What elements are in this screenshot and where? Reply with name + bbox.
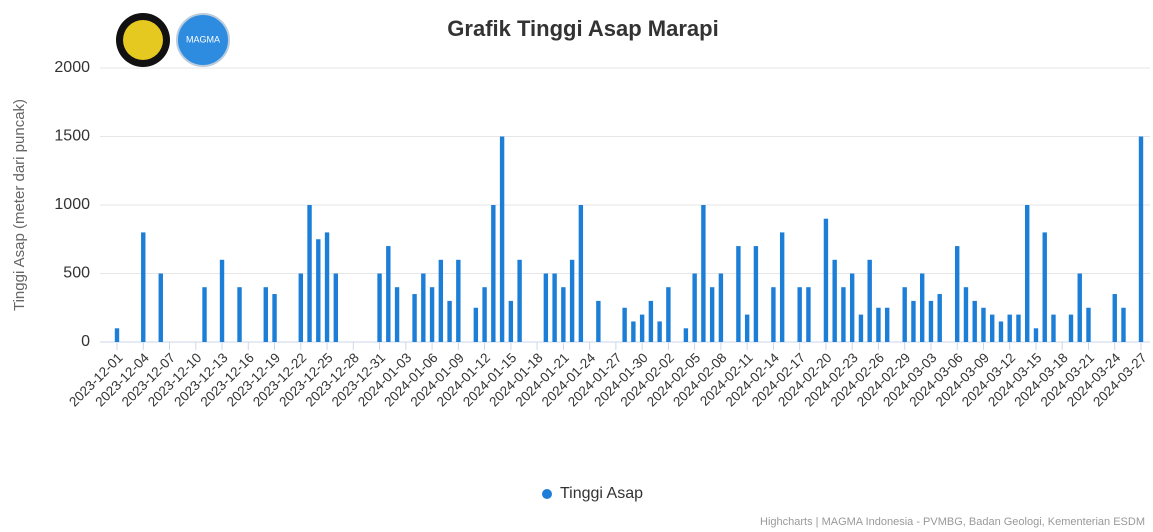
bar (561, 287, 566, 342)
bar (902, 287, 907, 342)
bar (666, 287, 671, 342)
bar (692, 273, 697, 342)
bar (141, 232, 146, 342)
bar (412, 294, 417, 342)
bar (753, 246, 759, 342)
bar (1007, 314, 1012, 342)
bar (377, 273, 382, 342)
bar (499, 136, 505, 342)
bar (1033, 328, 1039, 342)
bar (823, 218, 829, 342)
bar (955, 246, 960, 342)
bar (429, 287, 435, 342)
bar (263, 287, 268, 342)
bar (841, 287, 846, 342)
bar (219, 259, 225, 342)
bar (333, 273, 339, 342)
y-tick-label: 0 (81, 333, 90, 350)
bar (648, 300, 654, 342)
bar (701, 205, 706, 342)
bar (744, 314, 750, 342)
bar (202, 287, 207, 342)
credits: Highcharts | MAGMA Indonesia - PVMBG, Ba… (760, 516, 1145, 528)
y-tick-label: 2000 (54, 59, 90, 76)
bar (473, 307, 479, 342)
bar (937, 294, 942, 342)
bar (990, 314, 995, 342)
bar (578, 205, 584, 342)
bar (237, 287, 242, 342)
bar (158, 273, 163, 342)
bar (1025, 205, 1030, 342)
bar (569, 259, 575, 342)
bar (421, 273, 426, 342)
bar (114, 328, 120, 342)
bar (683, 328, 689, 342)
bar (849, 273, 855, 342)
chart-title: Grafik Tinggi Asap Marapi (447, 16, 718, 41)
bar (394, 287, 400, 342)
bar (718, 273, 724, 342)
bar (552, 273, 557, 342)
bar (1051, 314, 1056, 342)
bar (491, 205, 496, 342)
bar (832, 259, 837, 342)
bar (298, 273, 303, 342)
bar (736, 246, 741, 342)
bar (438, 259, 444, 342)
bar (324, 232, 330, 342)
bar (1042, 232, 1047, 342)
legend-label: Tinggi Asap (560, 485, 643, 502)
bar (622, 307, 627, 342)
bar (981, 307, 986, 342)
y-axis-label: Tinggi Asap (meter dari puncak) (11, 99, 28, 311)
y-tick-label: 1500 (54, 128, 90, 145)
bar (998, 321, 1004, 342)
logo-magma (176, 13, 230, 67)
bar (771, 287, 776, 342)
bar (806, 287, 811, 342)
bar (1121, 307, 1126, 342)
bar (307, 205, 312, 342)
bar (272, 294, 277, 342)
bar (482, 287, 487, 342)
y-tick-label: 500 (63, 265, 90, 282)
bar (876, 307, 881, 342)
bar (508, 300, 514, 342)
bar (858, 314, 864, 342)
y-tick-label: 1000 (54, 196, 90, 213)
bar (1068, 314, 1074, 342)
bar (919, 273, 925, 342)
bar (543, 273, 549, 342)
bar (911, 300, 916, 342)
bar (447, 300, 452, 342)
bar (1077, 273, 1082, 342)
bar (928, 300, 934, 342)
bar (316, 239, 321, 342)
bar (596, 300, 601, 342)
bar (631, 321, 636, 342)
logo-text: MAGMA (186, 34, 220, 44)
bar (1112, 294, 1117, 342)
bar (709, 287, 715, 342)
legend-marker (542, 489, 552, 499)
bar (1086, 307, 1091, 342)
bar (1016, 314, 1021, 342)
bar (657, 321, 662, 342)
bar (386, 246, 391, 342)
logo-esdm-inner (123, 20, 163, 60)
bar (963, 287, 969, 342)
bar (779, 232, 785, 342)
bar (884, 307, 890, 342)
bar (1138, 136, 1144, 342)
bar (639, 314, 645, 342)
bar (456, 259, 461, 342)
bar (972, 300, 977, 342)
bar (797, 287, 802, 342)
bar (867, 259, 872, 342)
bar (517, 259, 522, 342)
